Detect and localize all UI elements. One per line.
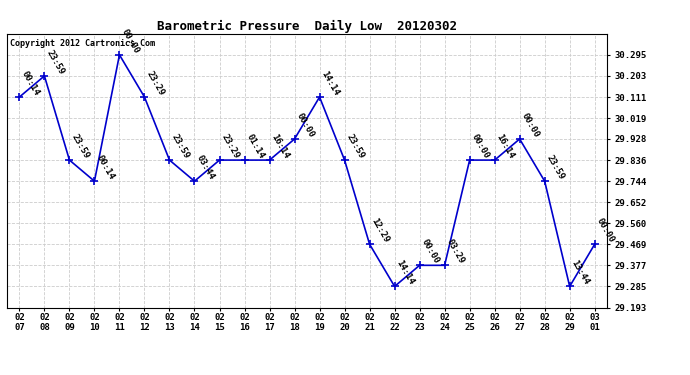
Text: 23:59: 23:59: [344, 132, 366, 160]
Text: 16:14: 16:14: [495, 132, 516, 160]
Text: 14:14: 14:14: [319, 69, 341, 97]
Text: 00:00: 00:00: [119, 27, 141, 55]
Text: 13:44: 13:44: [570, 259, 591, 286]
Text: 00:00: 00:00: [595, 216, 616, 244]
Text: 00:00: 00:00: [420, 237, 441, 266]
Text: 00:14: 00:14: [95, 153, 116, 181]
Text: 01:14: 01:14: [244, 132, 266, 160]
Text: 23:29: 23:29: [144, 69, 166, 97]
Text: 00:14: 00:14: [19, 69, 41, 97]
Text: 03:29: 03:29: [444, 237, 466, 266]
Text: 23:59: 23:59: [544, 153, 566, 181]
Text: 23:29: 23:29: [219, 132, 241, 160]
Text: 00:00: 00:00: [295, 111, 316, 139]
Text: 00:00: 00:00: [520, 111, 541, 139]
Text: 12:29: 12:29: [370, 216, 391, 244]
Text: 00:00: 00:00: [470, 132, 491, 160]
Text: 23:59: 23:59: [170, 132, 190, 160]
Text: 14:14: 14:14: [395, 259, 416, 286]
Text: 23:59: 23:59: [70, 132, 90, 160]
Text: 16:14: 16:14: [270, 132, 290, 160]
Text: 23:59: 23:59: [44, 48, 66, 76]
Title: Barometric Pressure  Daily Low  20120302: Barometric Pressure Daily Low 20120302: [157, 20, 457, 33]
Text: Copyright 2012 Cartronics.Com: Copyright 2012 Cartronics.Com: [10, 39, 155, 48]
Text: 03:44: 03:44: [195, 153, 216, 181]
